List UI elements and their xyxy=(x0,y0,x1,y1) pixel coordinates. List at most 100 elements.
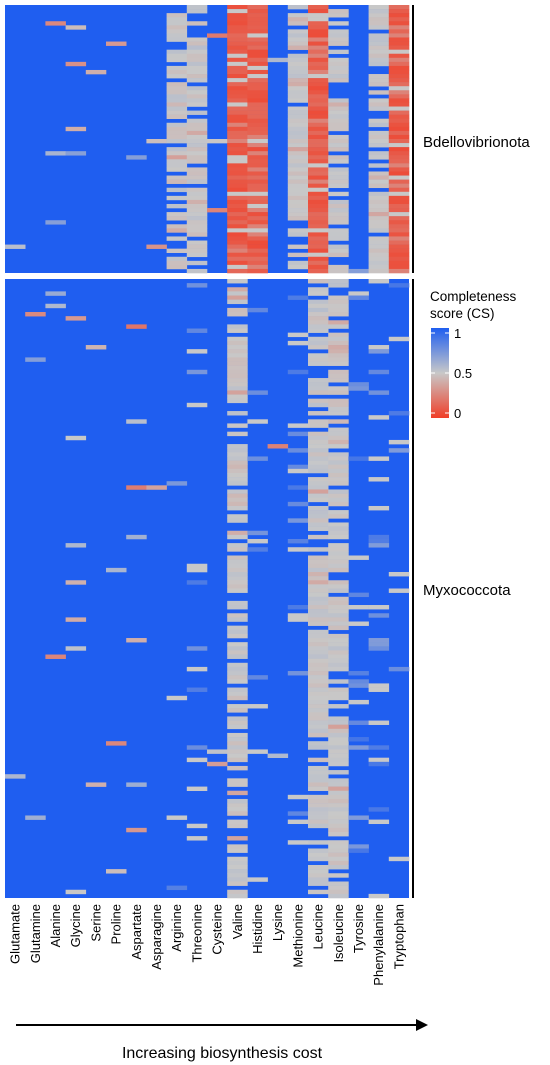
heatmap-cell-leucine xyxy=(308,621,329,626)
heatmap-cell-leucine xyxy=(308,155,329,160)
heatmap-cell-arginine xyxy=(166,130,188,136)
heatmap-cell-valine xyxy=(227,260,248,266)
heatmap-cell-isoleucine xyxy=(328,431,349,437)
heatmap-cell-histidine xyxy=(247,130,268,136)
heatmap-cell-histidine xyxy=(247,110,268,115)
heatmap-cell-phenylalanine xyxy=(368,264,390,270)
heatmap-cell-threonine xyxy=(186,666,208,672)
heatmap-cell-isoleucine xyxy=(328,852,349,858)
heatmap-cell-histidine xyxy=(247,208,268,213)
heatmap-cell-valine xyxy=(227,559,248,565)
heatmap-cell-tryptophan xyxy=(388,49,410,55)
heatmap-cell-leucine xyxy=(308,324,329,329)
heatmap-cell-histidine xyxy=(247,175,268,180)
heatmap-cell-isoleucine xyxy=(328,248,349,253)
heatmap-cell-isoleucine xyxy=(328,114,349,119)
heatmap-cell-methionine xyxy=(287,212,309,217)
heatmap-cell-leucine xyxy=(308,86,329,91)
heatmap-cell-methionine xyxy=(287,183,309,189)
heatmap-cell-threonine xyxy=(186,134,208,140)
heatmap-cell-isoleucine xyxy=(328,893,349,899)
heatmap-cell-alanine xyxy=(45,654,66,659)
heatmap-cell-isoleucine xyxy=(328,147,349,152)
heatmap-cell-threonine xyxy=(186,41,208,46)
heatmap-cell-valine xyxy=(227,187,248,193)
heatmap-cell-valine xyxy=(227,287,248,292)
heatmap-cell-isoleucine xyxy=(328,724,349,730)
heatmap-cell-valine xyxy=(227,869,248,874)
heatmap-cell-valine xyxy=(227,159,248,164)
heatmap-cell-valine xyxy=(227,264,248,270)
heatmap-cell-threonine xyxy=(186,143,208,148)
heatmap-cell-tryptophan xyxy=(388,411,410,416)
heatmap-cell-isoleucine xyxy=(328,139,349,144)
heatmap-cell-methionine xyxy=(287,547,309,552)
heatmap-cell-isoleucine xyxy=(328,41,349,46)
heatmap-cell-tryptophan xyxy=(388,666,410,672)
heatmap-cell-tryptophan xyxy=(388,212,410,217)
heatmap-cell-isoleucine xyxy=(328,183,349,189)
heatmap-cell-histidine xyxy=(247,74,268,79)
heatmap-cell-isoleucine xyxy=(328,794,349,800)
heatmap-cell-leucine xyxy=(308,695,329,701)
heatmap-cell-isoleucine xyxy=(328,580,349,585)
legend-title-line1: Completeness xyxy=(430,289,517,304)
heatmap-cell-leucine xyxy=(308,21,329,26)
heatmap-cell-valine xyxy=(227,823,248,829)
heatmap-cell-tryptophan xyxy=(388,106,410,111)
heatmap-cell-isoleucine xyxy=(328,353,349,358)
heatmap-cell-histidine xyxy=(247,151,268,156)
heatmap-cell-leucine xyxy=(308,398,329,404)
heatmap-cell-valine xyxy=(227,369,248,375)
heatmap-cell-leucine xyxy=(308,724,329,730)
heatmap-cell-methionine xyxy=(287,110,309,115)
heatmap-cell-threonine xyxy=(186,208,208,213)
heatmap-cell-leucine xyxy=(308,873,329,878)
heatmap-cell-phenylalanine xyxy=(368,74,390,79)
heatmap-cell-isoleucine xyxy=(328,398,349,404)
heatmap-cell-isoleucine xyxy=(328,716,349,721)
heatmap-cell-histidine xyxy=(247,704,268,709)
heatmap-cell-valine xyxy=(227,588,248,593)
heatmap-cell-tryptophan xyxy=(388,126,410,132)
heatmap-cell-leucine xyxy=(308,94,329,99)
heatmap-cell-tyrosine xyxy=(348,291,369,296)
heatmap-cell-tryptophan xyxy=(388,187,410,193)
heatmap-cell-leucine xyxy=(308,25,329,30)
heatmap-cell-methionine xyxy=(287,203,309,209)
heatmap-cell-leucine xyxy=(308,699,329,705)
heatmap-cell-tyrosine xyxy=(348,605,369,610)
heatmap-cell-isoleucine xyxy=(328,497,349,503)
x-axis-arrow-label: Increasing biosynthesis cost xyxy=(122,1045,323,1062)
heatmap-cell-leucine xyxy=(308,98,329,103)
heatmap-cell-valine xyxy=(227,452,248,457)
heatmap-cell-histidine xyxy=(247,224,268,229)
heatmap-cell-isoleucine xyxy=(328,530,349,536)
heatmap-cell-valine xyxy=(227,481,248,486)
heatmap-cell-isoleucine xyxy=(328,427,349,432)
heatmap-cell-valine xyxy=(227,811,248,816)
heatmap-cell-tryptophan xyxy=(388,439,410,445)
heatmap-cell-isoleucine xyxy=(328,563,349,569)
x-tick-label-cysteine: Cysteine xyxy=(210,904,225,955)
heatmap-cell-tryptophan xyxy=(388,5,410,10)
heatmap-cell-isoleucine xyxy=(328,889,349,895)
heatmap-cell-valine xyxy=(227,543,248,548)
heatmap-cell-methionine xyxy=(287,264,309,270)
heatmap-cell-histidine xyxy=(247,240,268,245)
heatmap-cell-phenylalanine xyxy=(368,208,390,213)
heatmap-cell-leucine xyxy=(308,102,329,107)
heatmap-cell-methionine xyxy=(287,485,309,490)
heatmap-cell-valine xyxy=(227,126,248,132)
heatmap-cell-valine xyxy=(227,345,248,350)
heatmap-cell-histidine xyxy=(247,86,268,91)
heatmap-cell-methionine xyxy=(287,37,309,42)
heatmap-cell-glycine xyxy=(65,543,87,548)
heatmap-cell-tryptophan xyxy=(388,61,410,67)
heatmap-cell-leucine xyxy=(308,662,329,668)
heatmap-cell-valine xyxy=(227,61,248,67)
heatmap-cell-isoleucine xyxy=(328,873,349,878)
heatmap-cell-isoleucine xyxy=(328,110,349,115)
heatmap-cell-leucine xyxy=(308,798,329,804)
heatmap-cell-isoleucine xyxy=(328,831,349,837)
